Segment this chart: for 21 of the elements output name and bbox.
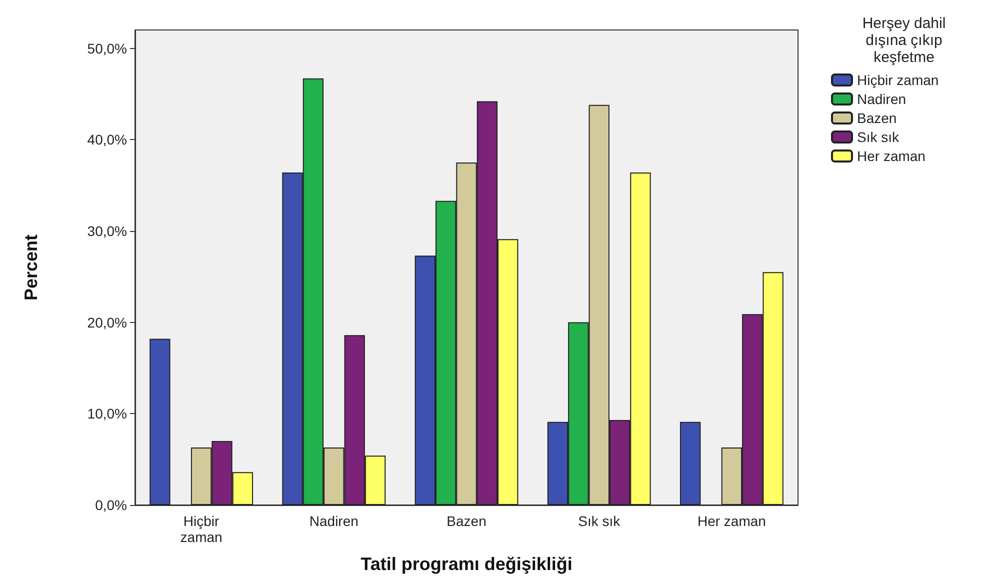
- bar: [680, 422, 701, 505]
- y-axis-title: Percent: [21, 234, 41, 301]
- y-tick-label: 0,0%: [95, 497, 127, 513]
- bar: [150, 338, 170, 505]
- y-tick-label: 50,0%: [87, 40, 127, 56]
- legend-label: Nadiren: [857, 91, 906, 107]
- x-tick-label: Bazen: [446, 513, 486, 529]
- legend-label: Bazen: [857, 110, 897, 126]
- legend-label: Sık sık: [857, 129, 900, 145]
- y-tick-label: 10,0%: [87, 406, 127, 422]
- y-tick-label: 30,0%: [87, 222, 127, 239]
- y-tick-label: 20,0%: [87, 314, 127, 330]
- legend-label: Hiçbir zaman: [857, 72, 939, 88]
- y-tick-label: 40,0%: [87, 132, 127, 148]
- x-tick-label: Hiçbir zaman: [180, 513, 222, 545]
- x-tick-label: Nadiren: [309, 513, 358, 529]
- x-axis-title: Tatil programı değişikliği: [360, 554, 572, 574]
- legend-label: Her zaman: [857, 148, 926, 164]
- legend-title: Herşey dahil dışına çıkıp keşfetme: [862, 15, 946, 66]
- x-tick-label: Her zaman: [697, 513, 766, 529]
- x-tick-label: Sık sık: [578, 513, 622, 529]
